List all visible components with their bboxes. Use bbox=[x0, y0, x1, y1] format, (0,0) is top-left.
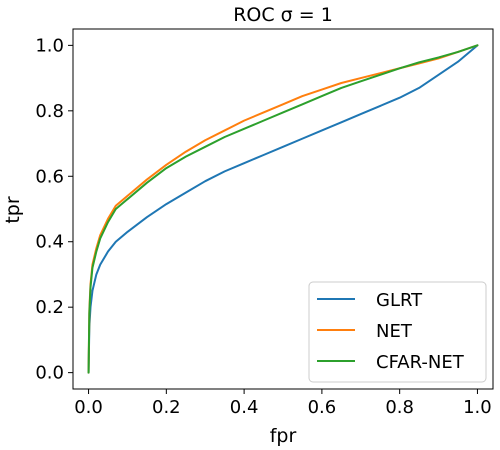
y-tick-label: 0.2 bbox=[35, 297, 64, 318]
legend-label: NET bbox=[376, 321, 413, 342]
plot-area bbox=[87, 44, 479, 374]
x-axis-ticks: 0.0 0.2 0.4 0.6 0.8 1.0 bbox=[74, 389, 492, 418]
y-tick-label: 0.6 bbox=[35, 166, 64, 187]
x-tick-label: 0.4 bbox=[230, 397, 259, 418]
legend-label: GLRT bbox=[376, 290, 423, 311]
y-tick-label: 0.4 bbox=[35, 232, 64, 253]
chart-title: ROC σ = 1 bbox=[233, 4, 333, 26]
x-tick-label: 0.6 bbox=[308, 397, 337, 418]
y-axis-ticks: 0.0 0.2 0.4 0.6 0.8 1.0 bbox=[35, 35, 73, 384]
x-tick-label: 0.2 bbox=[152, 397, 181, 418]
y-tick-label: 0.0 bbox=[35, 363, 64, 384]
y-tick-label: 0.8 bbox=[35, 101, 64, 122]
legend: GLRT NET CFAR-NET bbox=[308, 281, 487, 383]
legend-box bbox=[308, 281, 487, 383]
legend-label: CFAR-NET bbox=[376, 352, 465, 373]
plot-frame bbox=[72, 28, 494, 390]
series-line-glrt bbox=[87, 44, 479, 374]
series-line-cfar-net bbox=[87, 44, 479, 374]
x-tick-label: 0.8 bbox=[385, 397, 414, 418]
x-tick-label: 1.0 bbox=[463, 397, 492, 418]
x-tick-label: 0.0 bbox=[74, 397, 103, 418]
y-tick-label: 1.0 bbox=[35, 35, 64, 56]
x-axis-label: fpr bbox=[270, 425, 297, 447]
y-axis-label: tpr bbox=[2, 196, 24, 224]
